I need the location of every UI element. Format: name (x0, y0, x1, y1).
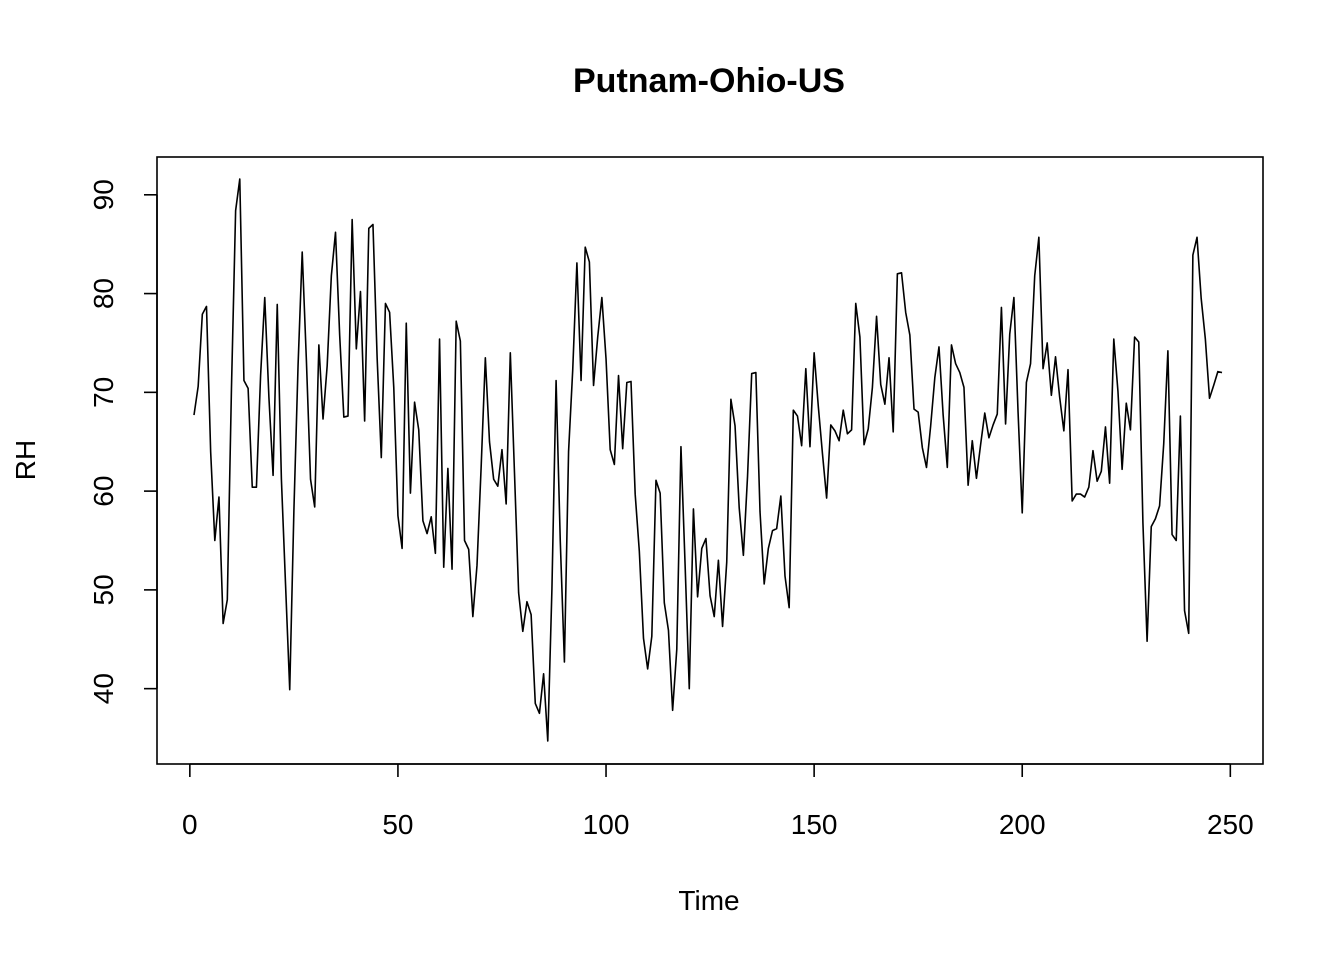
x-tick-label: 200 (999, 809, 1046, 840)
x-tick-label: 150 (791, 809, 838, 840)
y-tick-label: 50 (88, 574, 119, 605)
x-tick-label: 100 (583, 809, 630, 840)
y-tick-label: 60 (88, 476, 119, 507)
x-axis: 0 50 100 150 200 250 (182, 763, 1254, 840)
x-tick-label: 0 (182, 809, 198, 840)
y-axis: 40 50 60 70 80 90 (88, 179, 158, 704)
x-axis-label: Time (678, 885, 739, 916)
y-axis-label: RH (10, 440, 41, 480)
series-line (193, 178, 1223, 742)
y-tick-label: 40 (88, 673, 119, 704)
plot-frame (156, 156, 1264, 765)
y-tick-label: 70 (88, 377, 119, 408)
y-tick-label: 90 (88, 179, 119, 210)
y-tick-label: 80 (88, 278, 119, 309)
x-tick-label: 50 (382, 809, 413, 840)
chart-title: Putnam-Ohio-US (573, 62, 845, 100)
x-tick-label: 250 (1207, 809, 1254, 840)
